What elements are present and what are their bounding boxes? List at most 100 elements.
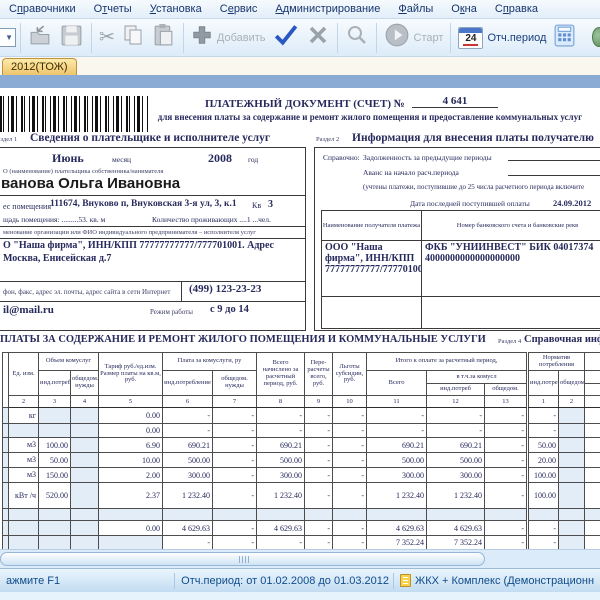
reference-table: Норматив потребления Теку инд.потреблени… (527, 352, 600, 550)
paste-button[interactable] (148, 21, 179, 55)
recipient-header: Наименование получателя платежа (321, 210, 422, 241)
col-pay-ind: инд.потребление (162, 370, 213, 396)
section1-title: Сведения о плательщике и исполнителе усл… (30, 132, 271, 144)
address-value: 111674, Внуково п, Внуковская 3-я ул, 3,… (50, 199, 237, 209)
toolbar-combo[interactable]: ▼ (0, 28, 16, 47)
col-norm-group: Норматив потребления (527, 352, 586, 371)
table-row: 0.00 4 629.63-4 629.63- -4 629.63 4 629.63- (2, 520, 528, 536)
payer-name-field[interactable]: ванова Ольга Ивановна (1, 175, 181, 192)
search-button[interactable] (342, 21, 372, 54)
section3-title: ПЛАТЫ ЗА СОДЕРЖАНИЕ И РЕМОНТ ЖИЛОГО ПОМЕ… (0, 334, 486, 345)
window-bottom-strip (0, 592, 600, 600)
col-accrued: Всего начислено за расчетный период, руб… (256, 352, 306, 396)
table-row: 100.00380 (528, 482, 600, 509)
menu-item-spravka[interactable]: Справка (494, 3, 539, 15)
open-button[interactable] (25, 21, 56, 55)
table-row: м3 100.00 6.90 690.21-690.21- -690.21 690.21- (2, 437, 528, 453)
confirm-button[interactable] (269, 20, 303, 55)
menu-item-faily[interactable]: Файлы (398, 3, 434, 15)
col-incl-group: в т.ч.за комусл (426, 370, 528, 384)
toolbar-separator (450, 22, 452, 53)
apartment-label: Кв (252, 201, 262, 210)
status-divider (393, 572, 395, 589)
mdi-background-band (0, 75, 600, 88)
scrollbar-thumb[interactable] (0, 552, 485, 566)
copy-button[interactable] (118, 21, 148, 54)
menu-item-administrirovanie[interactable]: Администрирование (275, 3, 381, 15)
calculator-button[interactable] (549, 21, 580, 55)
email-value: il@mail.ru (3, 304, 54, 316)
account-value: ФКБ "УНИИНВЕСТ" БИК 04017374 40000000000… (421, 240, 600, 297)
close-icon (306, 23, 330, 52)
tab-2012[interactable]: 2012(ТОЖ) (2, 58, 77, 75)
payment-document: ПЛАТЕЖНЫЙ ДОКУМЕНТ (СЧЕТ) № 4 641 для вн… (0, 88, 600, 550)
work-hours-label: Режим работы (150, 308, 194, 316)
advance-label: Аванс на начало расч.периода (363, 168, 459, 177)
col-pay-group: Плата за комуслуги, ру (161, 352, 258, 371)
address-label: ес помещения (3, 202, 51, 211)
save-button[interactable] (56, 21, 87, 55)
billing-year: 2008 (208, 151, 232, 165)
horizontal-scrollbar[interactable] (0, 549, 600, 568)
cancel-button[interactable] (303, 21, 333, 54)
table-row: -- (528, 423, 600, 438)
menu-item-servis[interactable]: Сервис (219, 3, 258, 15)
status-help: ажмите F1 (6, 574, 61, 587)
table-row: м3 150.00 2.00 300.00-300.00- -300.00 300.00- (2, 467, 528, 483)
col-pay-com: общедом. нужды (211, 370, 258, 396)
table-row (528, 508, 600, 521)
doc-number: 4 641 (412, 95, 498, 108)
start-button[interactable]: Старт (381, 20, 447, 55)
toolbar-separator (20, 22, 21, 53)
app-book-icon (400, 574, 412, 587)
doc-title: ПЛАТЕЖНЫЙ ДОКУМЕНТ (СЧЕТ) № (205, 98, 405, 110)
col-total-ind: инд.потреб (426, 383, 486, 396)
table-row: -- (528, 520, 600, 536)
divider (0, 226, 305, 227)
add-button[interactable]: Добавить (188, 22, 269, 53)
copy-icon (121, 23, 145, 52)
table-row: кВт /ч 520.00 2.37 1 232.40-1 232.40- -1 232… (2, 482, 528, 509)
toolbar-separator (336, 22, 338, 53)
report-period-button[interactable]: 24 Отч.период (455, 25, 549, 51)
section2-title: Информация для внесения платы получателю (352, 132, 594, 144)
account-header: Номер банковского счета и банковские рек… (421, 210, 600, 241)
area-line: щадь помещения: .........53. кв. м (3, 215, 106, 224)
section2-label: Раздел 2 (316, 136, 340, 143)
payer-box: Июнь месяц 2008 год О (наименование) пла… (0, 147, 306, 331)
col-vol-com: общедом. нужды (70, 370, 99, 396)
billing-month: Июнь (52, 151, 84, 165)
last-payment-label: Дата последней поступившей оплаты (410, 199, 530, 208)
section4-title: Справочная инфо (524, 334, 600, 345)
partial-toolbar-icon[interactable] (592, 27, 600, 47)
contact-label: фон, факс, адрес эл. почты, адрес сайта … (3, 288, 171, 296)
cut-button[interactable]: ✂ (96, 24, 118, 51)
menu-item-ustanovka[interactable]: Установка (149, 3, 202, 15)
debt-label: Задолженность за предыдущие периоды (363, 153, 492, 162)
col-norm-com: общедом.нужды (557, 370, 586, 396)
status-bar: ажмите F1 Отч.период: от 01.02.2008 до 0… (0, 568, 600, 592)
col-volume-group: Объем комуслуг (38, 352, 99, 371)
table-row: кг 0.00- - - - - - - - (2, 407, 528, 424)
menu-item-spravochniki[interactable]: Справочники (9, 3, 76, 15)
menu-item-okna[interactable]: Окна (451, 3, 477, 15)
col-tariff: Тариф руб./ед.изм. Размер платы на кв.м,… (98, 352, 163, 396)
status-divider (174, 572, 176, 589)
provider-text: О "Наша фирма", ИНН/КПП 77777777777/7777… (3, 240, 274, 264)
recipient-value: ООО "Наша фирма", ИНН/КПП 77777777777/77… (321, 240, 422, 297)
col-recalc: Пере-расчеты всего, руб. (304, 352, 334, 396)
section1-label: Раздел 1 (0, 136, 18, 143)
save-icon (59, 23, 84, 53)
toolbar-separator (182, 22, 184, 53)
menu-item-otchety[interactable]: Отчеты (93, 3, 132, 15)
debt-field (508, 151, 600, 161)
scrollbar-grip-icon (239, 556, 249, 563)
table-row: 20.00310 (528, 452, 600, 468)
provider-label: менование организации или ФИО индивидуал… (3, 229, 256, 236)
col-vol-ind: инд.потребление* (38, 370, 71, 396)
account-line1: ФКБ "УНИИНВЕСТ" БИК 04017374 (425, 242, 594, 253)
account-line2: 4000000000000000000 (425, 253, 520, 264)
divider (0, 301, 305, 302)
plus-icon (191, 24, 213, 51)
